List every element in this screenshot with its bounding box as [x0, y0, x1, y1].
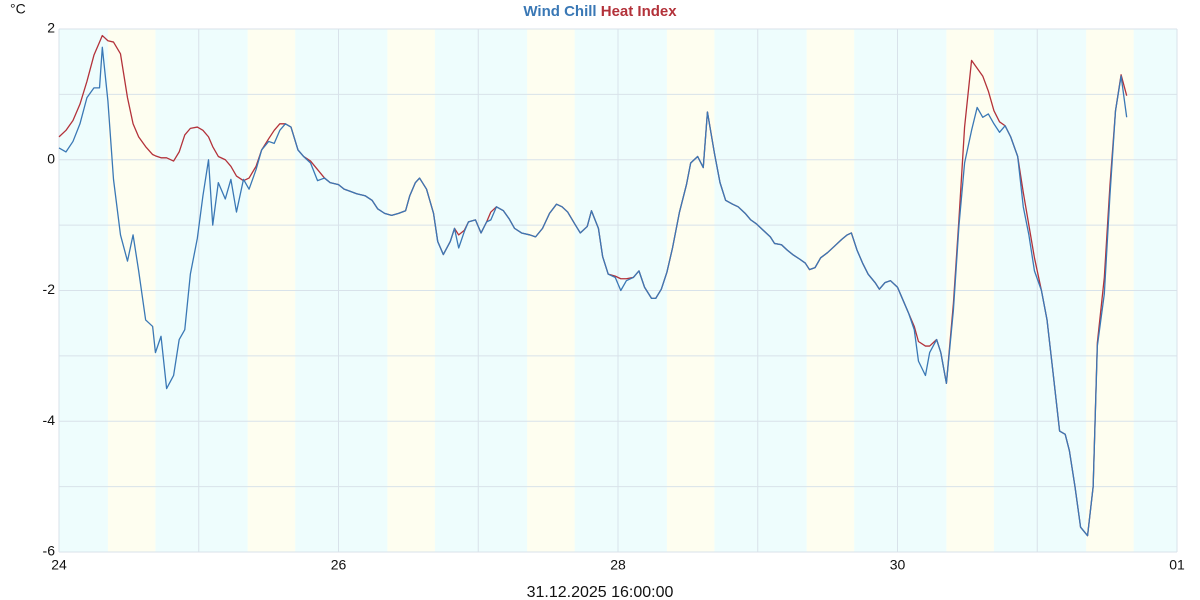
- lines: [58, 34, 1128, 537]
- legend-entry: Heat Index: [601, 3, 678, 20]
- y-tick-label: -2: [43, 281, 56, 297]
- y-tick-label: 2: [47, 20, 55, 36]
- series-line: [58, 46, 1128, 537]
- y-tick-label: -4: [43, 412, 56, 428]
- x-tick-label: 28: [610, 557, 626, 573]
- legend-entry: Wind Chill: [523, 3, 596, 20]
- x-tick-label: 26: [331, 557, 347, 573]
- grid: [58, 28, 1178, 553]
- chart-title: Wind Chill Heat Index: [523, 3, 677, 20]
- y-tick-label: 0: [47, 150, 55, 166]
- x-tick-label: 30: [890, 557, 906, 573]
- y-unit: °C: [10, 1, 26, 17]
- x-axis-label: 31.12.2025 16:00:00: [527, 584, 674, 600]
- x-tick-label: 01: [1169, 557, 1185, 573]
- x-tick-label: 24: [51, 557, 67, 573]
- y-tick-label: -6: [43, 543, 56, 559]
